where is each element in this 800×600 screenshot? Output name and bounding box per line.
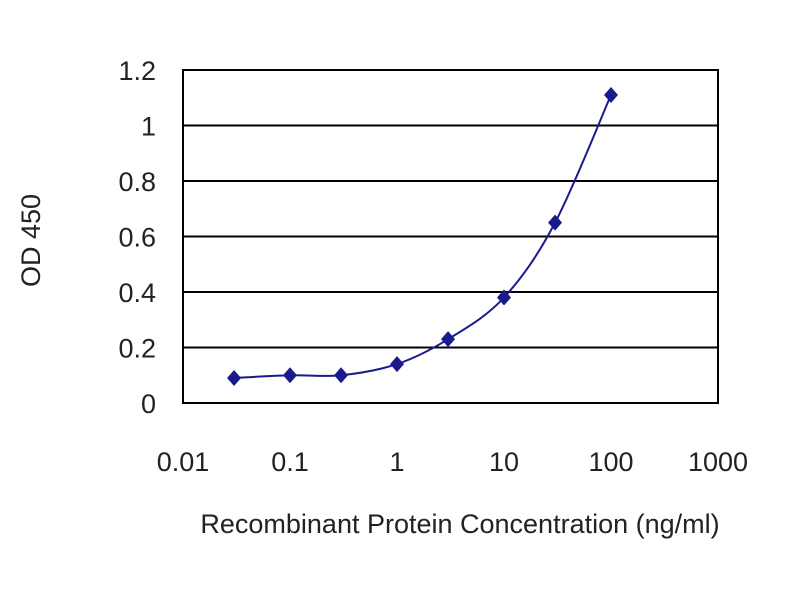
x-tick-label: 1 <box>389 447 404 477</box>
data-point <box>334 367 349 384</box>
x-axis-label: Recombinant Protein Concentration (ng/ml… <box>200 509 719 539</box>
y-tick-labels: 0 0.2 0.4 0.6 0.8 1 1.2 <box>118 56 156 419</box>
data-point <box>604 86 618 103</box>
data-points <box>227 86 618 387</box>
x-tick-label: 10 <box>489 447 519 477</box>
y-tick-label: 0 <box>141 389 156 419</box>
data-point <box>283 367 297 384</box>
x-tick-label: 0.01 <box>157 447 210 477</box>
y-tick-label: 1.2 <box>118 56 156 86</box>
data-point <box>497 289 511 306</box>
y-tick-label: 0.2 <box>118 334 156 364</box>
data-point <box>548 214 563 231</box>
plot-area <box>182 69 719 404</box>
data-point <box>441 331 456 348</box>
y-tick-label: 1 <box>141 112 156 142</box>
y-tick-label: 0.4 <box>118 278 156 308</box>
x-tick-label: 100 <box>588 447 633 477</box>
gridlines <box>183 124 718 349</box>
data-point <box>227 370 242 387</box>
y-tick-label: 0.6 <box>118 223 156 253</box>
x-tick-labels: 0.01 0.1 1 10 100 1000 <box>157 447 748 477</box>
y-axis-label: OD 450 <box>16 194 46 287</box>
data-point <box>390 356 404 373</box>
x-tick-label: 1000 <box>688 447 748 477</box>
x-tick-label: 0.1 <box>271 447 309 477</box>
y-tick-label: 0.8 <box>118 167 156 197</box>
